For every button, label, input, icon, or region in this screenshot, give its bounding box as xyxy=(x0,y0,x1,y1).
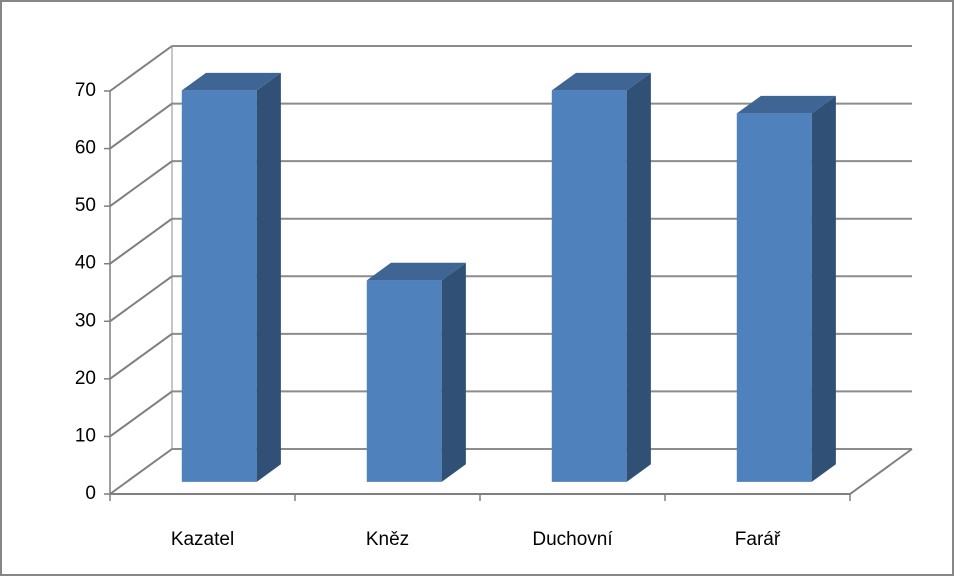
side-grid-line xyxy=(109,390,173,438)
bar-side xyxy=(256,72,281,482)
y-tick-label: 50 xyxy=(75,195,96,216)
x-tick-label: Duchovní xyxy=(532,529,613,550)
bar-side xyxy=(626,72,651,482)
bar xyxy=(551,72,651,482)
bar-top xyxy=(181,72,281,91)
bar xyxy=(181,72,281,482)
bar xyxy=(366,262,466,482)
x-tick-label: Kazatel xyxy=(171,529,234,550)
y-tick-label: 10 xyxy=(75,425,96,446)
x-tick-label: Farář xyxy=(735,529,781,550)
bar-front xyxy=(736,113,812,482)
y-tick-label: 70 xyxy=(75,80,96,101)
bar-front xyxy=(181,90,257,482)
bar-side xyxy=(811,95,836,482)
bar xyxy=(736,95,836,482)
x-tick-label: Kněz xyxy=(366,529,409,550)
side-grid-line xyxy=(109,275,173,323)
bar-top xyxy=(551,72,651,91)
side-grid-line xyxy=(109,102,173,150)
bar-front xyxy=(551,90,627,482)
side-grid-line xyxy=(109,160,173,207)
side-grid-line xyxy=(109,448,173,495)
y-tick-label: 30 xyxy=(75,310,96,331)
y-tick-label: 0 xyxy=(85,483,96,504)
bar-top xyxy=(736,95,836,114)
y-tick-label: 60 xyxy=(75,138,96,159)
side-grid-line xyxy=(109,217,173,265)
side-grid-line xyxy=(109,333,173,380)
bar-side xyxy=(441,262,466,482)
bar-top xyxy=(366,262,466,281)
bar-front xyxy=(366,280,442,482)
side-grid-line xyxy=(109,45,173,92)
y-tick-label: 20 xyxy=(75,368,96,389)
y-tick-label: 40 xyxy=(75,253,96,274)
